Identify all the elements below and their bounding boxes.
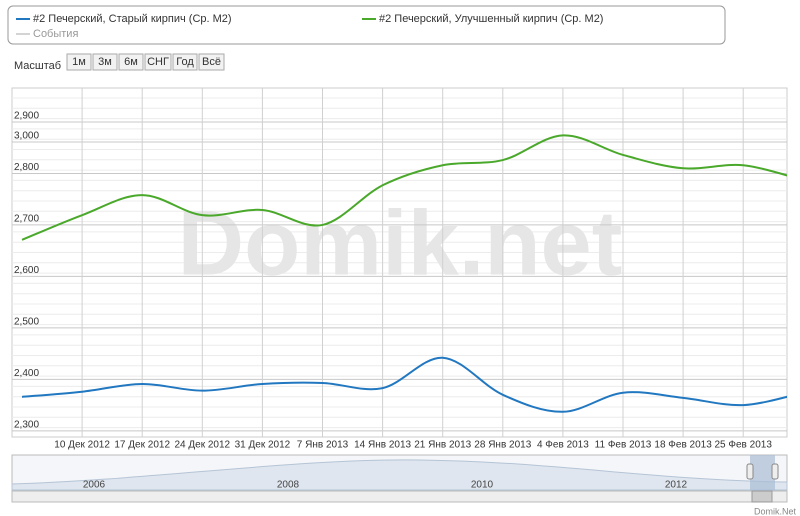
range-button[interactable] (198, 53, 225, 71)
navigator-series (11, 459, 788, 491)
navigator-handle[interactable] (771, 463, 779, 480)
y-tick-label: 2,900 (14, 111, 39, 122)
x-tick-label: 11 Фев 2013 (595, 440, 652, 451)
x-tick-label: 7 Янв 2013 (297, 440, 349, 451)
x-tick-label: 18 Фев 2013 (654, 440, 712, 451)
watermark: Domik.net (178, 192, 623, 294)
navigator-label: 2008 (277, 480, 300, 491)
x-tick-label: 21 Янв 2013 (414, 440, 471, 451)
navigator-label: 2012 (665, 480, 688, 491)
range-button-label: Всё (202, 56, 221, 68)
navigator-handle[interactable] (746, 463, 754, 480)
range-button[interactable] (172, 53, 198, 71)
x-tick-label: 25 Фев 2013 (714, 440, 772, 451)
y-tick-label: 2,600 (14, 265, 39, 276)
credits: Domik.Net (754, 506, 797, 516)
range-button[interactable] (92, 53, 118, 71)
scrollbar[interactable] (11, 490, 788, 503)
range-label: Масштаб (14, 60, 61, 72)
x-tick-label: 4 Фев 2013 (537, 440, 589, 451)
y-tick-label: 2,400 (14, 368, 39, 379)
x-tick-label: 14 Янв 2013 (354, 440, 411, 451)
legend-label[interactable]: #2 Печерский, Старый кирпич (Ср. М2) (33, 13, 232, 25)
x-tick-label: 31 Дек 2012 (235, 440, 291, 451)
y-tick-label: 2,700 (14, 214, 39, 225)
x-tick-label: 24 Дек 2012 (174, 440, 230, 451)
y-tick-label: 2,500 (14, 317, 39, 328)
minor-grid (12, 97, 787, 429)
series-line (21, 356, 787, 413)
range-button[interactable] (144, 53, 172, 71)
range-button-label: СНГ (147, 56, 169, 68)
x-tick-label: 28 Янв 2013 (474, 440, 531, 451)
legend-label[interactable]: События (33, 28, 78, 40)
x-tick-label: 17 Дек 2012 (114, 440, 170, 451)
range-button-label: 6м (124, 56, 138, 68)
navigator-label: 2010 (471, 480, 494, 491)
legend-label[interactable]: #2 Печерский, Улучшенный кирпич (Ср. М2) (379, 13, 603, 25)
y-tick-label: 2,800 (14, 162, 39, 173)
navigator-selection[interactable] (750, 455, 775, 490)
legend-box (7, 5, 726, 45)
range-button-label: Год (176, 56, 194, 68)
y-tick-label: 3,000 (14, 131, 39, 142)
x-tick-label: 10 Дек 2012 (54, 440, 110, 451)
range-button-label: 3м (98, 56, 112, 68)
series-group (21, 134, 787, 413)
scrollbar-thumb[interactable] (751, 490, 773, 503)
y-tick-label: 2,300 (14, 419, 39, 430)
series-line (21, 134, 787, 241)
range-button-label: 1м (72, 56, 86, 68)
navigator-label: 2006 (83, 480, 106, 491)
range-button[interactable] (66, 53, 92, 71)
range-button[interactable] (118, 53, 144, 71)
